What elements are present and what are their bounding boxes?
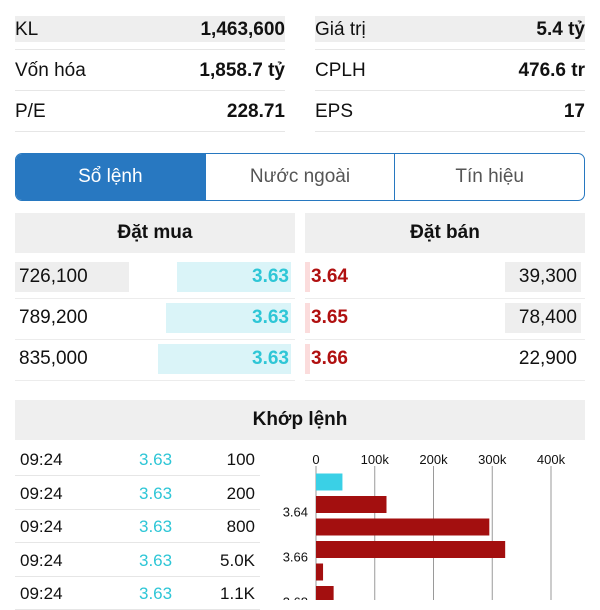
buy-volume: 726,100: [15, 262, 129, 292]
stat-label: Vốn hóa: [15, 60, 86, 81]
buy-volume: 835,000: [19, 348, 88, 369]
sell-price: 3.66: [311, 348, 348, 369]
match-price: 3.63: [139, 450, 173, 469]
match-price: 3.63: [139, 550, 173, 570]
sell-volume-bar: [305, 344, 310, 374]
volume-bar: [316, 496, 387, 513]
buy-volume-bar: [177, 262, 291, 292]
stat-label: Giá trị: [315, 19, 366, 40]
x-tick-label: 0: [312, 452, 319, 467]
buy-row[interactable]: 835,000 3.63: [15, 339, 295, 381]
match-volume: 100: [226, 450, 255, 469]
match-volume: 5.0K: [220, 550, 255, 570]
match-price: 3.63: [139, 483, 173, 503]
stat-eps: EPS 17: [315, 90, 585, 132]
volume-bar: [316, 518, 490, 536]
sell-volume: 39,300: [505, 262, 581, 292]
volume-bar: [316, 541, 506, 558]
stat-value: 1,463,600: [200, 19, 285, 40]
stat-label: KL: [15, 19, 39, 40]
sell-volume: 78,400: [505, 303, 581, 333]
x-tick-label: 300k: [478, 452, 507, 467]
volume-by-price-chart: 0 100k 200k 300k 400k 3.64 3.66 3.68: [283, 452, 566, 601]
tab-so-lenh[interactable]: Sổ lệnh: [16, 154, 205, 200]
stat-cplh: CPLH 476.6 tr: [315, 49, 585, 91]
match-time: 09:24: [20, 550, 63, 570]
y-tick-label: 3.66: [283, 550, 308, 565]
match-time: 09:24: [20, 517, 63, 536]
tab-nuoc-ngoai[interactable]: Nước ngoài: [204, 154, 395, 200]
matched-header: Khớp lệnh: [15, 400, 585, 440]
stat-value: 17: [563, 101, 585, 122]
buy-price: 3.63: [252, 307, 289, 328]
stat-gia-tri: Giá trị 5.4 tỷ: [315, 8, 585, 50]
tab-tin-hieu[interactable]: Tín hiệu: [394, 154, 584, 200]
match-price: 3.63: [139, 517, 173, 536]
matched-row: 09:24 3.63 1.1K: [15, 576, 260, 610]
buy-price: 3.63: [252, 348, 289, 369]
sell-row[interactable]: 3.64 39,300: [305, 257, 585, 299]
sell-row[interactable]: 3.66 22,900: [305, 339, 585, 381]
stat-label: CPLH: [315, 60, 366, 81]
stat-value: 476.6 tr: [518, 60, 585, 81]
match-volume: 200: [226, 483, 255, 503]
match-price: 3.63: [139, 584, 173, 603]
buy-volume-bar: [158, 344, 291, 374]
y-tick-label: 3.64: [283, 505, 308, 520]
match-time: 09:24: [20, 483, 63, 503]
stat-von-hoa: Vốn hóa 1,858.7 tỷ: [15, 49, 285, 91]
stat-value: 1,858.7 tỷ: [199, 60, 285, 81]
sell-volume: 22,900: [518, 348, 577, 369]
match-volume: 800: [226, 517, 255, 536]
x-tick-label: 200k: [419, 452, 448, 467]
stat-value: 5.4 tỷ: [536, 19, 585, 40]
sell-row[interactable]: 3.65 78,400: [305, 298, 585, 340]
y-tick-label: 3.68: [283, 595, 308, 601]
stat-label: EPS: [315, 101, 354, 122]
stat-value: 228.71: [226, 101, 285, 122]
match-time: 09:24: [20, 584, 63, 603]
stat-label: P/E: [15, 101, 46, 122]
match-time: 09:24: [20, 450, 63, 469]
x-tick-label: 400k: [537, 452, 566, 467]
volume-bar: [316, 563, 324, 581]
tab-bar: Sổ lệnh Nước ngoài Tín hiệu: [15, 153, 585, 201]
volume-bar: [316, 473, 343, 491]
sell-volume-bar: [305, 303, 310, 333]
matched-row: 09:24 3.63 800: [15, 509, 260, 543]
match-volume: 1.1K: [220, 584, 255, 603]
x-tick-label: 100k: [361, 452, 390, 467]
buy-volume-bar: [166, 303, 291, 333]
buy-header: Đặt mua: [15, 213, 295, 253]
buy-row[interactable]: 726,100 3.63: [15, 257, 295, 299]
buy-volume: 789,200: [19, 307, 88, 328]
sell-volume-bar: [305, 262, 310, 292]
matched-row: 09:24 3.63 100: [15, 442, 260, 476]
sell-price: 3.64: [311, 266, 348, 287]
sell-price: 3.65: [311, 307, 348, 328]
stat-kl: KL 1,463,600: [15, 8, 285, 50]
buy-price: 3.63: [252, 266, 289, 287]
matched-row: 09:24 3.63 5.0K: [15, 543, 260, 577]
sell-header: Đặt bán: [305, 213, 585, 253]
buy-row[interactable]: 789,200 3.63: [15, 298, 295, 340]
stat-pe: P/E 228.71: [15, 90, 285, 132]
matched-row: 09:24 3.63 200: [15, 476, 260, 510]
volume-bar: [316, 586, 334, 600]
